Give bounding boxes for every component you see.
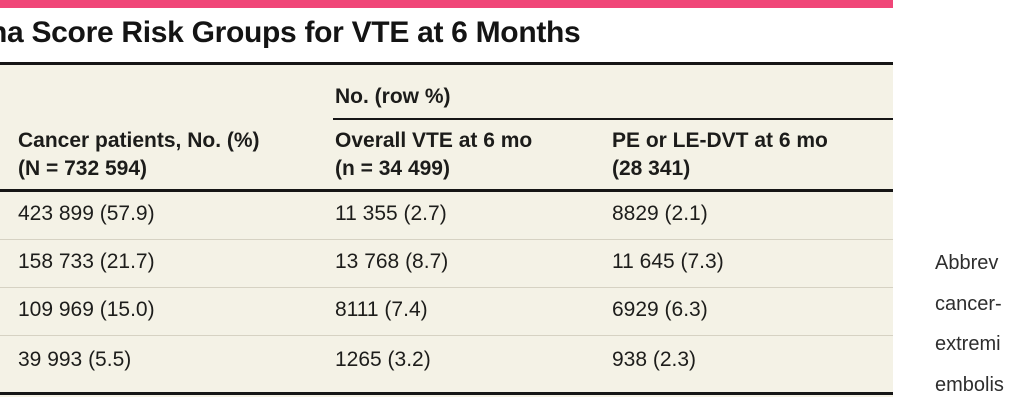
row-separator <box>0 239 893 240</box>
journal-accent-bar <box>0 0 893 8</box>
table-row: 109 969 (15.0) 8111 (7.4) 6929 (6.3) <box>0 298 893 346</box>
cell-overall-vte: 13 768 (8.7) <box>335 250 449 273</box>
column-header-line2: (N = 732 594) <box>18 157 147 180</box>
row-separator <box>0 335 893 336</box>
column-header-overall-vte: Overall VTE at 6 mo (n = 34 499) <box>335 127 532 183</box>
column-header-cancer-patients: Cancer patients, No. (%) (N = 732 594) <box>18 127 260 183</box>
footnote-line: Abbrev <box>935 252 999 274</box>
header-divider <box>0 189 893 192</box>
column-header-line2: (28 341) <box>612 157 691 180</box>
cell-pe-le-dvt: 6929 (6.3) <box>612 298 708 321</box>
column-header-line1: PE or LE-DVT at 6 mo <box>612 129 828 152</box>
column-header-line1: Overall VTE at 6 mo <box>335 129 533 152</box>
footnote-line: extremi <box>935 333 1001 355</box>
footnote-line: cancer- <box>935 292 1002 315</box>
column-header-pe-le-dvt: PE or LE-DVT at 6 mo (28 341) <box>612 127 828 183</box>
table-row: 423 899 (57.9) 11 355 (2.7) 8829 (2.1) <box>0 202 893 250</box>
cell-cancer-patients: 158 733 (21.7) <box>18 250 155 273</box>
cell-pe-le-dvt: 11 645 (7.3) <box>612 250 724 273</box>
cell-overall-vte: 1265 (3.2) <box>335 348 431 371</box>
footnote-line: embolis <box>935 373 1004 396</box>
column-header-line2: (n = 34 499) <box>335 157 450 180</box>
table-row: 158 733 (21.7) 13 768 (8.7) 11 645 (7.3) <box>0 250 893 298</box>
table-row: 39 993 (5.5) 1265 (3.2) 938 (2.3) <box>0 348 893 396</box>
column-header-line1: Cancer patients, No. (%) <box>18 129 260 152</box>
table-bottom-border <box>0 392 893 395</box>
cell-pe-le-dvt: 8829 (2.1) <box>612 202 708 225</box>
spanning-header-underline <box>333 118 893 120</box>
title-divider <box>0 62 893 65</box>
row-separator <box>0 287 893 288</box>
cell-overall-vte: 8111 (7.4) <box>335 298 428 321</box>
spanning-column-header: No. (row %) <box>335 85 451 108</box>
cell-pe-le-dvt: 938 (2.3) <box>612 348 697 371</box>
cell-overall-vte: 11 355 (2.7) <box>335 202 447 225</box>
cell-cancer-patients: 39 993 (5.5) <box>18 348 132 371</box>
table-title: na Score Risk Groups for VTE at 6 Months <box>0 16 581 49</box>
table-background <box>0 65 893 397</box>
abbreviations-footnote-fragment: Abbrev cancer- extremi embolis <box>935 243 1004 400</box>
cell-cancer-patients: 109 969 (15.0) <box>18 298 155 321</box>
cell-cancer-patients: 423 899 (57.9) <box>18 202 155 225</box>
